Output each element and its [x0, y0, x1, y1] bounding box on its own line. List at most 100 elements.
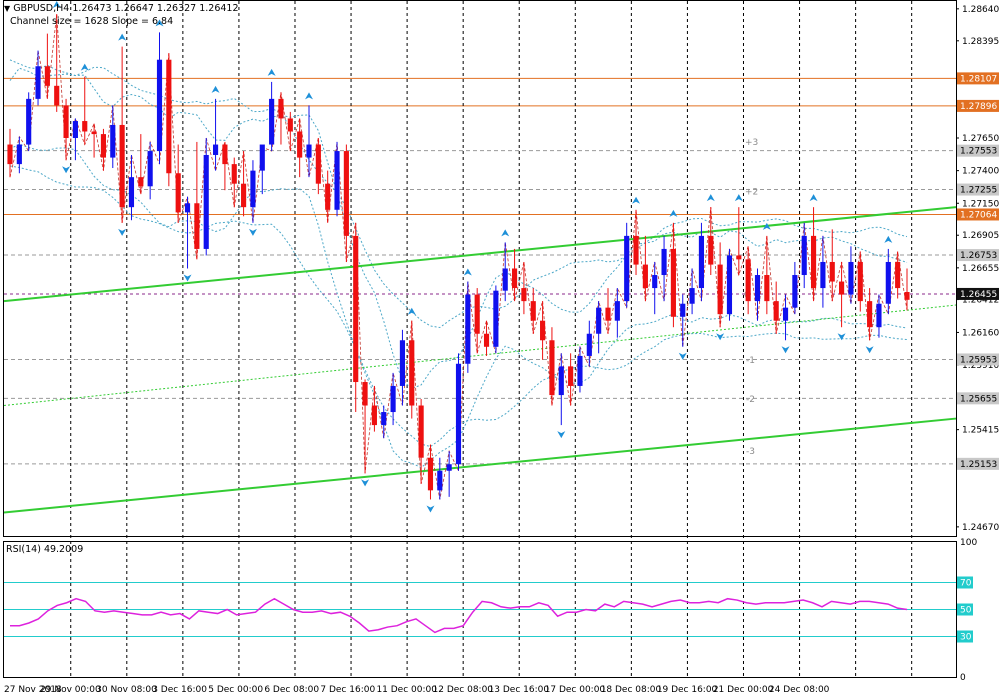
candle-body: [493, 290, 499, 347]
candle-body: [147, 151, 153, 187]
candle-body: [166, 59, 172, 174]
candle-body: [642, 264, 648, 289]
time-tick-label: 3 Dec 16:00: [152, 685, 207, 695]
candle-body: [231, 164, 237, 184]
fractal-down-arrow: [678, 352, 687, 360]
rsi-level-box: [957, 576, 973, 589]
candle-body: [792, 275, 798, 308]
candle-body: [418, 405, 424, 458]
symbol-title: GBPUSD,H4 1.26473 1.26647 1.26327 1.2641…: [13, 3, 239, 14]
symbol-header: ▼ GBPUSD,H4 1.26473 1.26647 1.26327 1.26…: [4, 3, 239, 14]
header-dropdown-icon[interactable]: ▼: [4, 4, 11, 13]
candle-body: [708, 235, 714, 265]
rsi-line: [4, 582, 956, 637]
candle-body: [100, 134, 107, 158]
candle-body: [203, 154, 209, 249]
level-price-box: [957, 72, 999, 85]
fractal-up-arrow: [305, 92, 313, 100]
level-price-label: 1.26753: [960, 251, 997, 261]
fractal-up-arrow: [118, 33, 127, 41]
price-tick-label: 1.27150: [962, 199, 999, 209]
candle-body: [773, 301, 779, 321]
candle-body: [736, 255, 742, 260]
rsi-tick-label: 70: [960, 579, 972, 589]
fractal-up-arrow: [80, 63, 89, 71]
price-tick-label: 1.24670: [962, 523, 999, 533]
candle-body: [259, 144, 265, 171]
candle-body: [895, 261, 901, 289]
candle-body: [212, 144, 219, 155]
candle-body: [119, 124, 125, 208]
fractal-up-arrow: [155, 19, 164, 27]
price-tick-label: 1.28640: [962, 5, 999, 15]
candle-body: [427, 457, 434, 491]
candle-body: [521, 288, 527, 302]
candle-body: [614, 301, 620, 321]
channel-info: Channel size = 1628 Slope = 6.84: [10, 16, 174, 27]
candle-body: [558, 366, 564, 396]
level-price-box: [957, 99, 999, 112]
price-tick-label: 1.25910: [962, 361, 999, 371]
candle-body: [839, 281, 845, 295]
candle-body: [857, 261, 863, 302]
candle-body: [511, 268, 518, 289]
candle-body: [885, 261, 891, 304]
candle-body: [175, 173, 181, 213]
fractal-down-arrow: [118, 228, 127, 236]
channel-level-label: +3: [745, 138, 758, 148]
candle-body: [455, 363, 462, 465]
candle-body: [156, 59, 163, 152]
time-tick-label: 11 Dec 00:00: [376, 685, 437, 695]
candle-body: [530, 301, 536, 321]
candle-body: [287, 118, 293, 132]
level-price-box: [957, 353, 999, 366]
time-tick-label: 24 Dec 08:00: [769, 685, 830, 695]
candle-body: [128, 177, 135, 208]
fractal-down-arrow: [865, 346, 874, 354]
fractal-down-arrow: [62, 166, 71, 174]
candle-body: [315, 144, 321, 184]
candle-body: [549, 340, 555, 396]
price-tick-label: 1.27400: [962, 167, 999, 177]
candle-body: [325, 183, 331, 210]
candle-body: [876, 303, 882, 328]
candle-body: [624, 235, 630, 302]
fractal-down-arrow: [716, 333, 725, 341]
candle-body: [110, 124, 116, 158]
candle-body: [680, 303, 686, 317]
time-tick-label: 7 Dec 16:00: [320, 685, 375, 695]
candle-body: [241, 183, 247, 208]
candle-body: [269, 98, 275, 145]
price-tick-label: 1.26655: [962, 264, 999, 274]
candle-body: [670, 248, 676, 317]
time-tick-label: 17 Dec 00:00: [545, 685, 606, 695]
fractal-up-arrow: [211, 85, 220, 93]
candle-body: [717, 264, 723, 315]
candle-body: [502, 268, 508, 291]
fractal-up-arrow: [407, 307, 416, 315]
candle-body: [801, 235, 807, 276]
price-axis: 1.28640 1.28395 1.28107 1.27896 1.27650 1.275…: [956, 5, 999, 683]
candle-body: [633, 235, 639, 265]
candle-body: [829, 261, 835, 282]
candle-body: [810, 235, 817, 289]
price-tick-label: 1.28395: [962, 37, 999, 47]
candle-body: [568, 366, 574, 386]
level-price-box: [957, 457, 999, 470]
candle-body: [26, 98, 32, 145]
candle-body: [661, 248, 667, 276]
candle-body: [698, 235, 705, 289]
time-tick-label: 5 Dec 00:00: [208, 685, 263, 695]
level-price-label: 1.27064: [960, 210, 997, 220]
candles: [7, 14, 910, 500]
candle-body: [138, 177, 144, 187]
candle-body: [297, 131, 303, 158]
time-tick-label: 30 Nov 08:00: [96, 685, 157, 695]
rsi-level-box: [957, 603, 973, 616]
rsi-tick-label: 100: [960, 538, 977, 548]
fractal-up-arrow: [267, 68, 276, 76]
level-price-label: 1.28107: [960, 74, 997, 84]
time-tick-label: 19 Dec 16:00: [657, 685, 718, 695]
